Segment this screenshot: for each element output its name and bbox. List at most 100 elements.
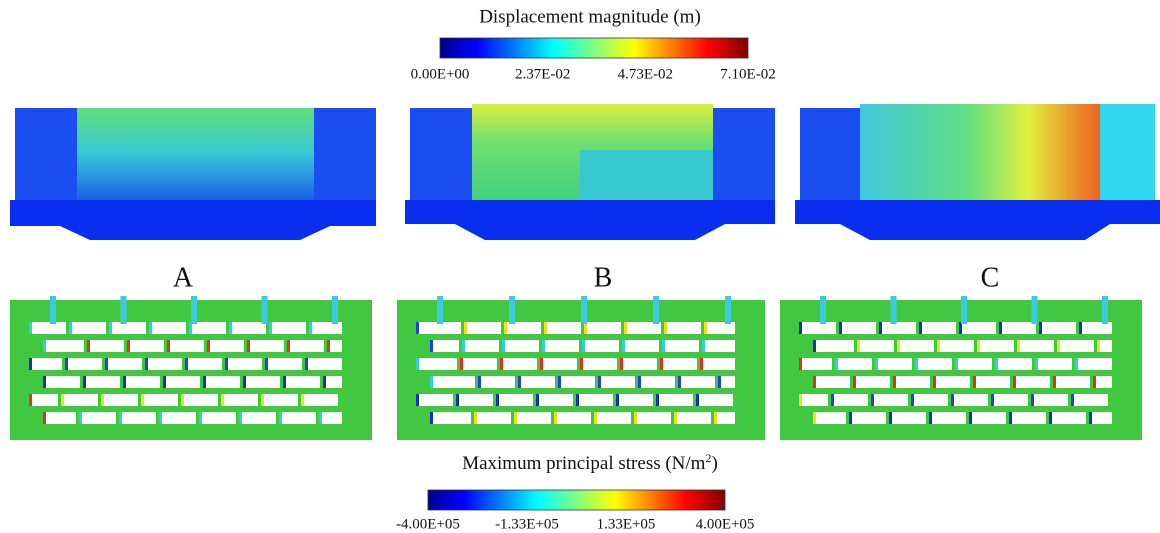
brick [308,358,342,370]
brick [619,394,653,406]
brick [166,376,200,388]
stress-spot [416,322,419,334]
title-text: Maximum principal stress (N/m [462,453,705,474]
stress-spot [69,322,72,334]
brick [721,376,735,388]
brick [539,394,573,406]
stress-spot [29,322,32,334]
brick [224,394,258,406]
brick [637,412,671,424]
brick [32,358,62,370]
stress-spot [1013,376,1016,388]
stress-spot [163,376,166,388]
stress-spot [109,322,112,334]
stress-spot [464,322,467,334]
brick [1052,412,1086,424]
brick [330,340,342,352]
brick [326,376,342,388]
stress-spot [875,358,878,370]
brick [459,394,493,406]
stress-spot [536,394,539,406]
brick [641,376,675,388]
stress-spot [474,412,477,424]
panel-b-displacement [405,104,775,240]
stress-spot [714,412,717,424]
stress-spot [478,376,481,388]
post [653,296,659,324]
brick [521,376,555,388]
stress-spot [261,394,264,406]
brick [304,394,338,406]
post [437,296,443,324]
brick [1012,412,1046,424]
stress-spot [29,394,32,406]
stress-spot [1075,358,1078,370]
colorbar-tick-label: 4.73E-02 [618,66,673,82]
brick [268,358,302,370]
brick [104,394,138,406]
stress-spot [1089,412,1092,424]
stress-spot [1031,394,1034,406]
stress-panel [10,296,372,440]
brick [972,412,1006,424]
brick [112,322,146,334]
brick [433,340,459,352]
brick [86,376,120,388]
stress-spot [973,376,976,388]
brick [597,412,631,424]
stress-spot [199,412,202,424]
stress-spot [119,412,122,424]
brick [419,394,453,406]
stress-spot [594,412,597,424]
brick [561,376,595,388]
post [191,296,197,324]
figure: Displacement magnitude (m) 0.00E+002.37E… [0,0,1160,533]
stress-spot [127,340,130,352]
stress-spot [149,322,152,334]
brick [659,394,693,406]
stress-spot [239,412,242,424]
colorbar-tick-label: -4.00E+05 [396,516,460,532]
brick [82,412,116,424]
stress-spot [265,358,268,370]
panel-label: A [173,262,194,293]
brick [802,358,832,370]
brick [192,322,226,334]
stress-spot [951,394,954,406]
stress-spot [831,394,834,406]
brick [816,412,846,424]
brick [802,394,828,406]
brick [1038,358,1072,370]
stress-spot [871,394,874,406]
stress-spot [969,412,972,424]
stress-spot [582,340,585,352]
stress-spot [203,376,206,388]
brick [980,340,1014,352]
stress-spot [915,358,918,370]
brick [499,394,533,406]
stress-spot [29,358,32,370]
brick [68,358,102,370]
stress-spot [301,394,304,406]
brick [936,376,970,388]
stress-spot [167,340,170,352]
brick [918,358,952,370]
brick [108,358,142,370]
stress-spot [598,376,601,388]
brick [126,376,160,388]
stress-spot [634,412,637,424]
stress-spot [1057,340,1060,352]
stress-spot [839,322,842,334]
brick [1034,394,1068,406]
stress-spot [889,412,892,424]
brick [246,376,280,388]
colorbar-tick-label: -1.33E+05 [495,516,559,532]
brick [184,394,218,406]
stress-spot [616,394,619,406]
brick [587,322,621,334]
brick [705,340,735,352]
brick [322,412,342,424]
brick [46,412,76,424]
stress-spot [554,412,557,424]
colorbar-tick-label: 7.10E-02 [720,66,775,82]
